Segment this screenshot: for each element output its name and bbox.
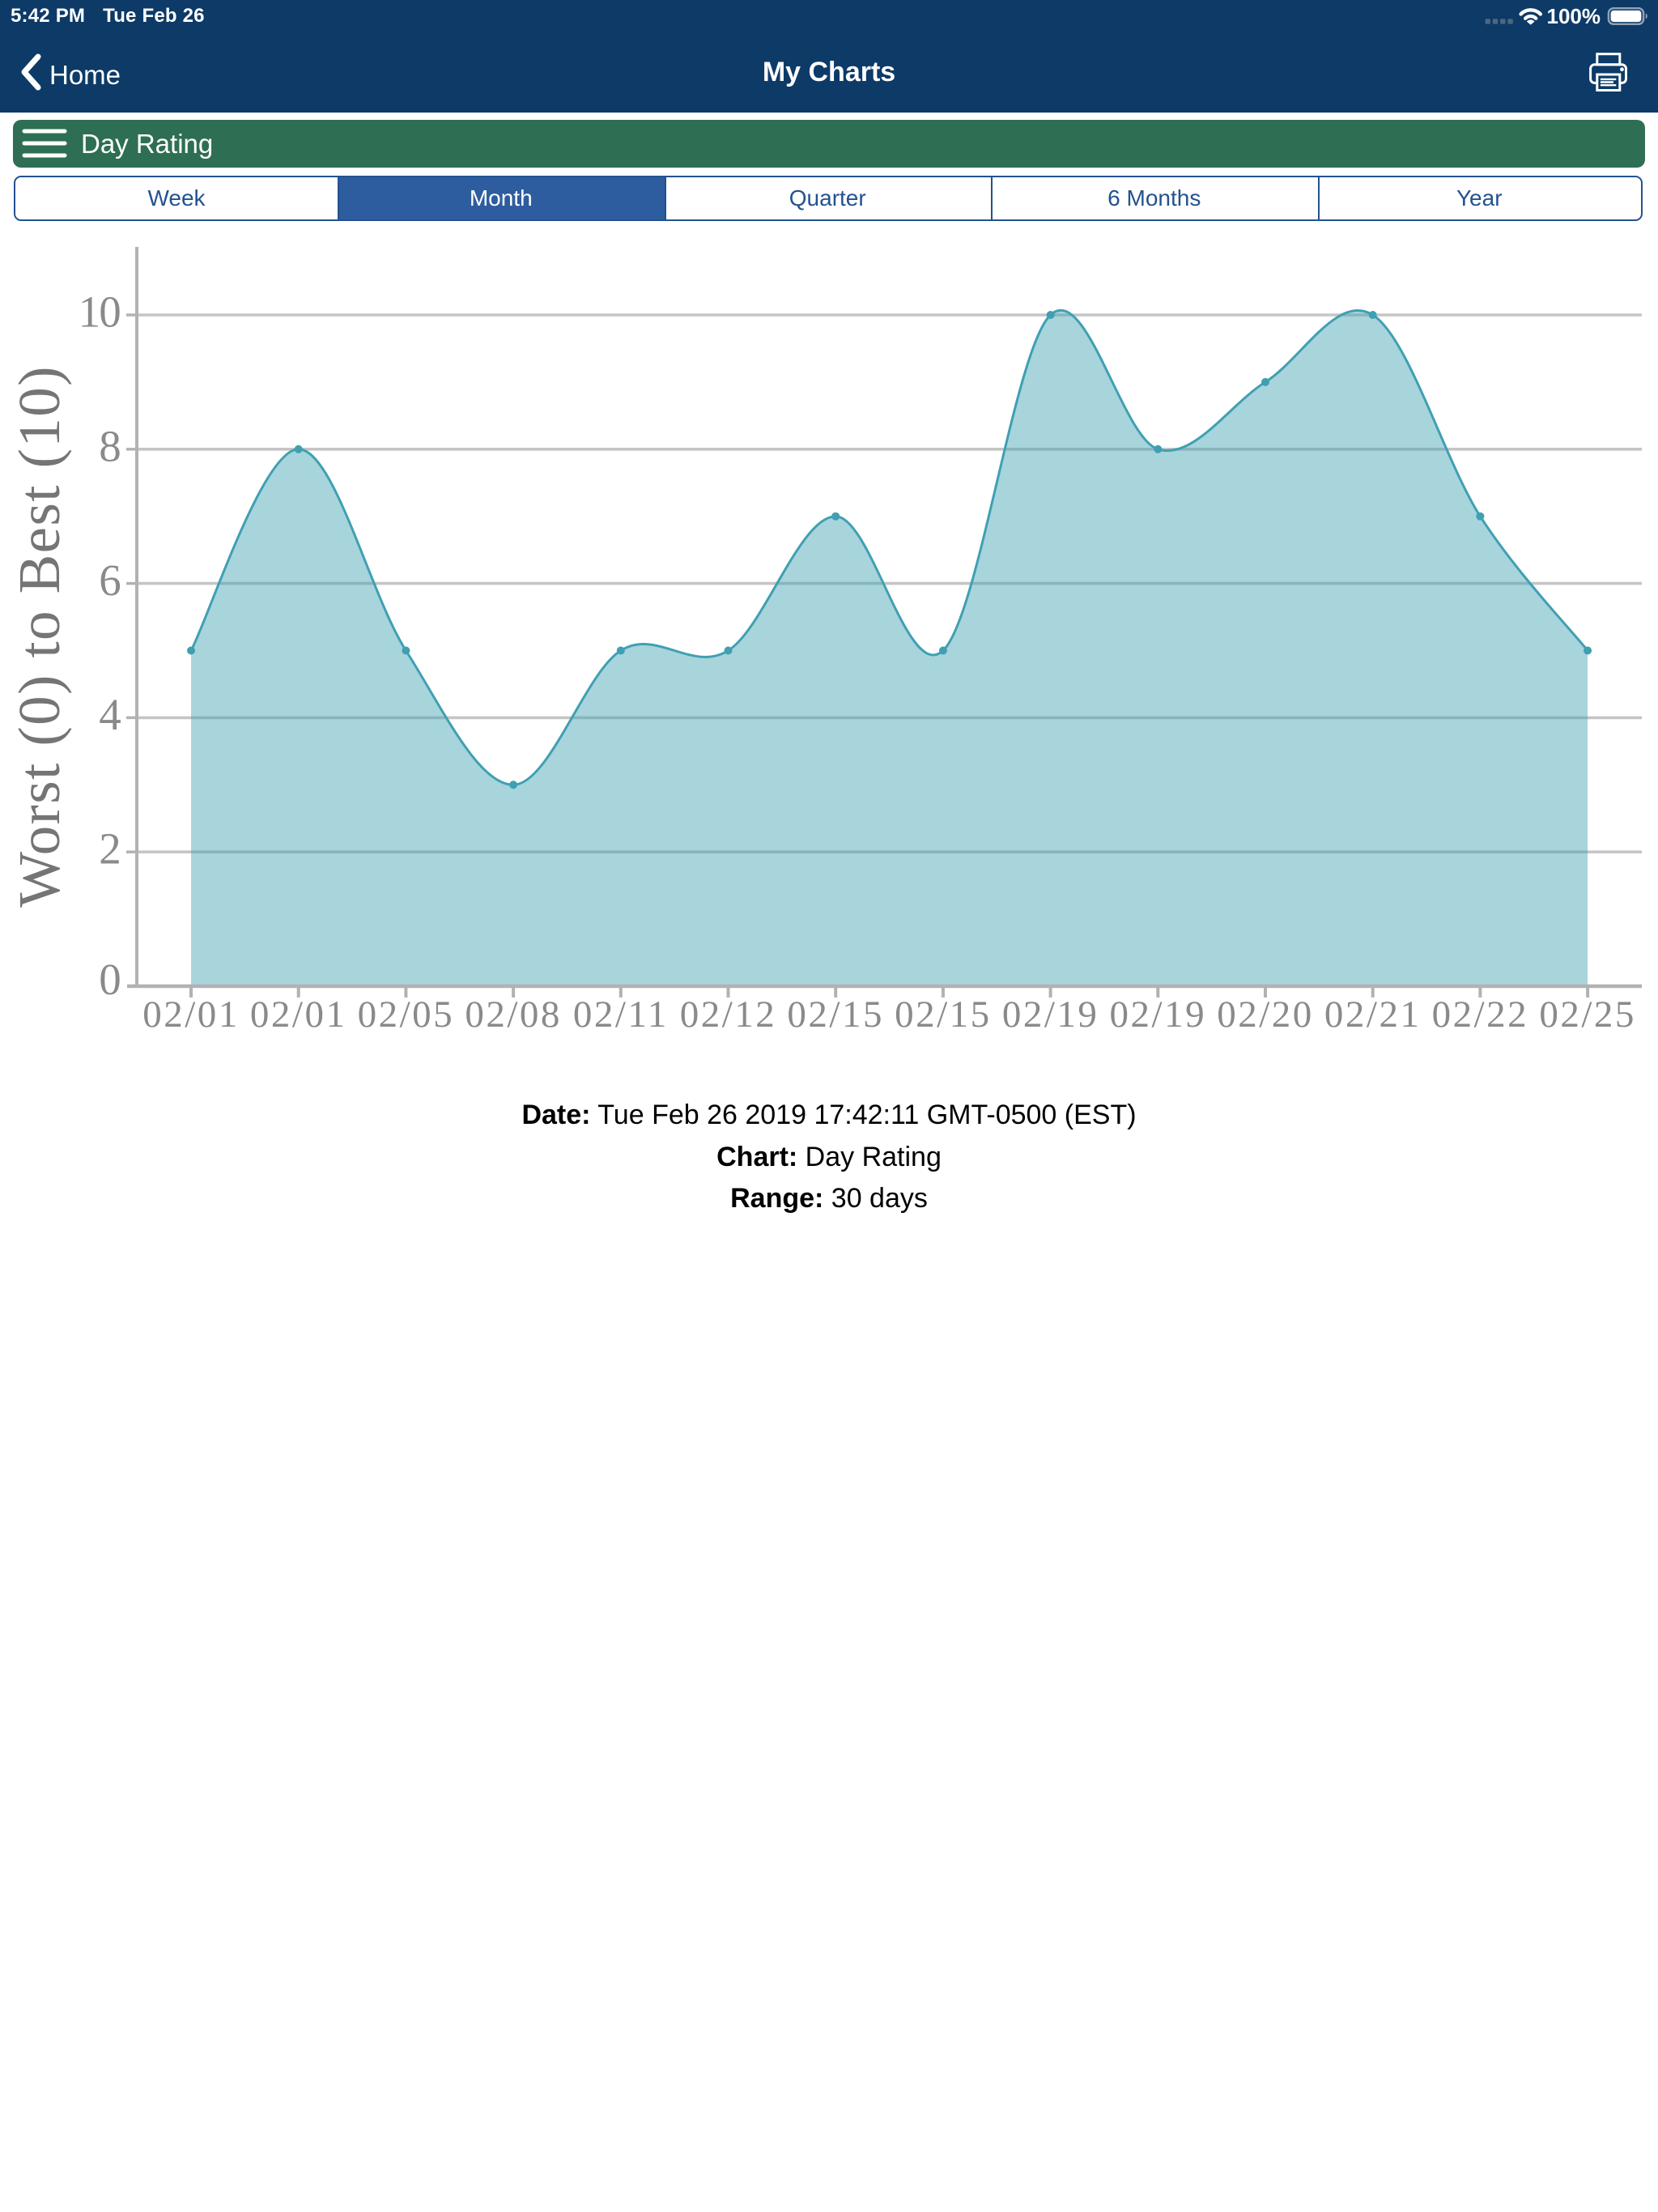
svg-text:02/21: 02/21 — [1324, 993, 1422, 1036]
svg-text:Worst (0) to Best (10): Worst (0) to Best (10) — [6, 365, 72, 908]
svg-text:02/01: 02/01 — [142, 993, 240, 1036]
svg-text:2: 2 — [99, 824, 120, 874]
svg-text:02/12: 02/12 — [680, 993, 777, 1036]
svg-text:02/20: 02/20 — [1217, 993, 1314, 1036]
svg-text:6: 6 — [99, 555, 120, 605]
svg-text:02/15: 02/15 — [895, 993, 992, 1036]
svg-text:02/25: 02/25 — [1539, 993, 1636, 1036]
svg-text:02/19: 02/19 — [1110, 993, 1207, 1036]
svg-text:02/15: 02/15 — [787, 993, 884, 1036]
svg-text:02/11: 02/11 — [573, 993, 669, 1036]
svg-text:8: 8 — [99, 421, 120, 470]
svg-text:02/08: 02/08 — [465, 993, 562, 1036]
svg-text:02/19: 02/19 — [1002, 993, 1099, 1036]
svg-text:02/01: 02/01 — [250, 993, 347, 1036]
svg-text:02/05: 02/05 — [358, 993, 455, 1036]
svg-text:10: 10 — [79, 287, 121, 337]
svg-text:4: 4 — [99, 690, 121, 739]
svg-text:02/22: 02/22 — [1432, 993, 1529, 1036]
svg-text:0: 0 — [99, 955, 120, 1004]
